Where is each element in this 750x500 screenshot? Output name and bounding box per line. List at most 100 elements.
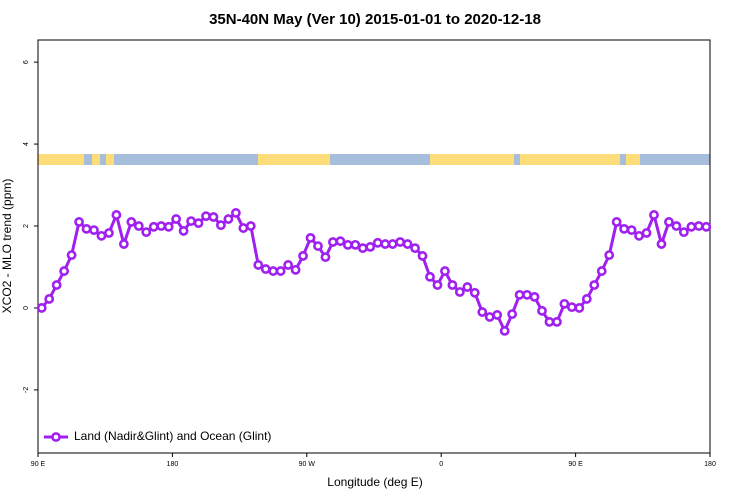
data-point: [693, 221, 704, 231]
data-point: [402, 239, 413, 249]
land-band: [38, 154, 84, 165]
data-point: [238, 223, 249, 233]
data-point: [216, 220, 226, 231]
land-band: [258, 154, 330, 165]
data-point: [201, 211, 211, 222]
data-point: [111, 210, 122, 220]
data-point: [118, 239, 129, 249]
data-point: [522, 289, 532, 300]
data-point: [664, 217, 674, 227]
data-point: [537, 305, 547, 316]
data-point: [74, 217, 84, 227]
data-point: [686, 221, 697, 232]
data-point: [626, 225, 637, 236]
data-point: [193, 218, 204, 229]
y-tick-label: 2: [23, 224, 30, 228]
plot-frame: [37, 39, 711, 454]
data-point: [462, 282, 473, 292]
data-point: [133, 221, 144, 231]
data-point: [656, 239, 667, 249]
land-band: [430, 154, 514, 165]
data-point: [253, 260, 264, 270]
legend-item: Land (Nadir&Glint) and Ocean (Glint): [44, 429, 271, 443]
data-point: [365, 242, 376, 252]
land-band: [106, 154, 114, 165]
data-point: [552, 316, 562, 327]
data-point: [342, 239, 353, 250]
data-point: [387, 239, 398, 249]
data-point: [186, 216, 196, 226]
data-point: [320, 252, 331, 263]
data-point: [66, 250, 77, 261]
data-point: [372, 237, 383, 248]
data-point: [171, 214, 182, 224]
x-tick-label: 180: [704, 461, 716, 468]
data-point: [514, 289, 525, 300]
data-point: [484, 312, 495, 322]
data-point: [395, 237, 406, 247]
data-point: [357, 243, 368, 254]
data-point: [499, 326, 510, 336]
y-tick-label: -2: [23, 387, 30, 393]
data-point: [104, 228, 114, 238]
data-point: [454, 287, 465, 297]
data-point: [507, 309, 518, 320]
data-point: [268, 266, 279, 276]
data-point: [589, 280, 600, 290]
y-tick-label: 4: [23, 142, 30, 146]
data-point: [417, 251, 428, 261]
data-point: [290, 264, 301, 275]
data-point: [313, 241, 323, 251]
land-band: [92, 154, 100, 165]
data-point: [410, 243, 420, 254]
data-point: [305, 232, 316, 243]
data-point: [678, 227, 689, 238]
data-point: [492, 310, 503, 320]
x-axis-label: Longitude (deg E): [327, 475, 422, 489]
data-point: [619, 223, 630, 234]
data-point: [163, 221, 174, 232]
data-point: [649, 210, 659, 220]
data-point: [298, 251, 308, 261]
data-point: [328, 237, 338, 247]
data-point: [36, 303, 47, 313]
data-point: [81, 223, 92, 234]
data-point: [380, 239, 391, 249]
data-point: [432, 280, 443, 290]
x-tick-label: 180: [167, 461, 179, 468]
x-tick-label: 0: [439, 461, 443, 468]
data-point: [89, 225, 99, 236]
ocean-band: [38, 154, 710, 165]
data-point: [260, 264, 271, 274]
y-tick-label: 6: [23, 60, 30, 64]
data-point: [440, 266, 450, 276]
land-band: [626, 154, 640, 165]
data-point: [634, 230, 644, 241]
data-point: [350, 239, 361, 250]
data-point: [96, 230, 107, 241]
data-point: [701, 221, 712, 232]
data-point: [59, 266, 70, 276]
data-point: [671, 221, 682, 231]
y-tick-label: 0: [23, 306, 30, 310]
data-point: [469, 287, 480, 298]
data-point: [477, 307, 488, 317]
data-point: [425, 271, 435, 282]
data-point: [245, 221, 256, 231]
data-point: [44, 294, 55, 304]
data-point: [611, 217, 622, 227]
data-point: [604, 250, 615, 261]
data-point: [156, 221, 167, 231]
x-tick-label: 90 E: [568, 461, 583, 468]
data-point: [178, 226, 189, 236]
data-point: [208, 212, 219, 222]
data-point: [544, 316, 555, 327]
data-point: [51, 280, 62, 290]
legend-label: Land (Nadir&Glint) and Ocean (Glint): [74, 429, 271, 443]
data-point: [141, 227, 152, 238]
data-point: [566, 302, 577, 313]
x-tick-label: 90 E: [31, 461, 46, 468]
y-axis-label: XCO2 - MLO trend (ppm): [0, 179, 14, 314]
legend-marker: [51, 432, 61, 442]
